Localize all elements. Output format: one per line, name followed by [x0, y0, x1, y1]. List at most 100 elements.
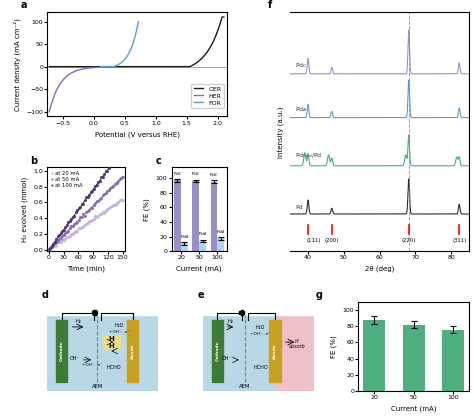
Point	[69, 230, 77, 237]
Point	[55, 232, 63, 238]
Text: b: b	[30, 156, 37, 166]
Text: Anode: Anode	[273, 343, 277, 359]
Point	[72, 209, 80, 215]
Point	[66, 218, 73, 225]
Text: Pd$_A$: Pd$_A$	[295, 105, 308, 114]
Point	[95, 213, 102, 220]
Bar	[93, 310, 96, 315]
Point	[63, 229, 71, 236]
Bar	[56, 320, 67, 382]
Point	[80, 200, 87, 207]
Point	[53, 238, 60, 245]
Point	[102, 208, 110, 215]
Point	[62, 235, 69, 242]
Point	[99, 192, 107, 199]
Y-axis label: Current density (mA cm⁻²): Current density (mA cm⁻²)	[13, 18, 21, 111]
Point	[72, 228, 80, 235]
Bar	[442, 329, 464, 391]
Text: Pd$_A$: Pd$_A$	[180, 233, 189, 240]
Y-axis label: H₂ evolved (mmol): H₂ evolved (mmol)	[21, 176, 28, 242]
Text: AEM: AEM	[239, 384, 251, 389]
Bar	[239, 311, 245, 314]
Point	[59, 228, 66, 235]
Point	[104, 188, 111, 195]
Point	[89, 216, 96, 223]
Point	[68, 215, 75, 222]
Text: HCHO: HCHO	[253, 365, 268, 370]
Point	[77, 214, 84, 221]
Point	[96, 210, 104, 217]
Point	[45, 246, 53, 253]
Point	[55, 236, 63, 243]
Point	[95, 178, 102, 185]
Point	[117, 160, 125, 166]
Text: OH⁻: OH⁻	[70, 356, 80, 361]
Text: Cathode: Cathode	[215, 341, 219, 361]
Point	[80, 211, 87, 218]
Point	[91, 213, 99, 220]
Text: c: c	[156, 156, 162, 166]
Bar	[203, 302, 314, 315]
Point	[62, 230, 69, 237]
Point	[108, 203, 116, 210]
Y-axis label: FE (%): FE (%)	[144, 198, 150, 220]
Point	[51, 238, 59, 245]
Point	[105, 164, 113, 171]
Text: +OH⁻, -e⁻: +OH⁻, -e⁻	[250, 332, 271, 336]
Point	[45, 246, 53, 253]
Text: H
H: H H	[109, 336, 114, 349]
Text: Cathode: Cathode	[60, 341, 64, 361]
Point	[84, 194, 92, 201]
Point	[77, 204, 84, 210]
Bar	[199, 241, 206, 251]
Point	[68, 223, 75, 230]
Bar	[103, 336, 119, 348]
Point	[69, 223, 77, 229]
Point	[80, 223, 87, 230]
Text: (220): (220)	[401, 238, 416, 243]
Point	[116, 176, 123, 183]
Point	[71, 212, 78, 219]
Point	[93, 181, 101, 188]
Text: Pd$_C$: Pd$_C$	[295, 62, 308, 70]
Point	[82, 194, 90, 201]
Point	[64, 218, 72, 225]
Point	[50, 242, 57, 249]
Point	[99, 209, 107, 215]
Point	[87, 218, 95, 224]
Point	[111, 202, 119, 208]
Point	[63, 222, 71, 228]
Text: a: a	[20, 0, 27, 10]
Point	[107, 185, 114, 191]
Point	[71, 220, 78, 227]
Point	[73, 207, 81, 214]
Point	[48, 244, 55, 250]
Bar	[363, 320, 385, 391]
Point	[90, 202, 98, 208]
Text: Pd$_C$: Pd$_C$	[191, 171, 201, 178]
Point	[117, 196, 125, 203]
Point	[53, 236, 60, 243]
Text: d: d	[42, 290, 49, 300]
Point	[57, 230, 64, 236]
Point	[114, 160, 122, 166]
Point	[57, 234, 64, 241]
Point	[102, 168, 110, 175]
Text: H₂: H₂	[75, 319, 82, 324]
Point	[50, 241, 57, 248]
Point	[73, 228, 81, 234]
Text: Pd$_C$: Pd$_C$	[173, 170, 182, 178]
Point	[89, 187, 96, 194]
Point	[87, 205, 95, 211]
Point	[91, 183, 99, 190]
Point	[46, 245, 54, 251]
Text: +OH⁻, -e⁻: +OH⁻, -e⁻	[82, 363, 102, 367]
Point	[104, 206, 111, 213]
Point	[100, 171, 108, 178]
Point	[82, 208, 90, 215]
Point	[118, 197, 126, 203]
Point	[78, 213, 86, 220]
Point	[72, 219, 80, 226]
Point	[73, 218, 81, 225]
Bar	[203, 315, 275, 391]
